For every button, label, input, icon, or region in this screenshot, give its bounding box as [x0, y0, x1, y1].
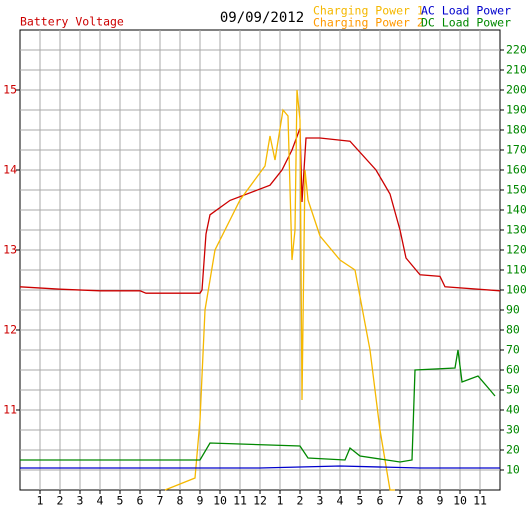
y-tick-label: 15: [3, 83, 17, 97]
x-tick-label: 4: [337, 494, 344, 508]
y2-tick-label: 110: [506, 263, 527, 277]
y2-tick-label: 30: [506, 423, 520, 437]
x-tick-label: 7: [397, 494, 404, 508]
y-tick-label: 14: [3, 163, 17, 177]
x-tick-label: 6: [377, 494, 384, 508]
y2-tick-label: 120: [506, 243, 527, 257]
y2-tick-label: 200: [506, 83, 527, 97]
y-tick-label: 12: [3, 323, 17, 337]
y2-tick-label: 90: [506, 303, 520, 317]
x-tick-label: 9: [197, 494, 204, 508]
y2-tick-label: 80: [506, 323, 520, 337]
x-tick-label: 5: [117, 494, 124, 508]
y-tick-label: 11: [3, 403, 17, 417]
y-tick-label: 13: [3, 243, 17, 257]
y2-tick-label: 10: [506, 463, 520, 477]
x-tick-label: 9: [437, 494, 444, 508]
legend-entry: Charging Power 2: [313, 16, 424, 30]
y2-tick-label: 20: [506, 443, 520, 457]
x-tick-label: 11: [233, 494, 247, 508]
series-line: [20, 349, 496, 463]
x-tick-label: 4: [97, 494, 104, 508]
y-axis-label: Battery Voltage: [20, 15, 124, 29]
y2-tick-label: 210: [506, 63, 527, 77]
x-tick-label: 6: [137, 494, 144, 508]
x-tick-label: 3: [77, 494, 84, 508]
series-line: [164, 89, 395, 491]
y2-tick-label: 130: [506, 223, 527, 237]
x-tick-label: 7: [157, 494, 164, 508]
legend-entry: AC Load Power: [421, 4, 511, 18]
x-tick-label: 10: [453, 494, 467, 508]
y2-tick-label: 220: [506, 43, 527, 57]
x-tick-label: 12: [253, 494, 267, 508]
x-tick-label: 1: [37, 494, 44, 508]
legend-entry: Charging Power 1: [313, 4, 424, 18]
series-line: [20, 465, 500, 469]
y2-tick-label: 150: [506, 183, 527, 197]
y2-tick-label: 180: [506, 123, 527, 137]
y2-tick-label: 100: [506, 283, 527, 297]
x-tick-label: 2: [57, 494, 64, 508]
y2-tick-label: 160: [506, 163, 527, 177]
y2-tick-label: 70: [506, 343, 520, 357]
y2-tick-label: 140: [506, 203, 527, 217]
chart-title: 09/09/2012: [220, 10, 304, 26]
x-tick-label: 5: [357, 494, 364, 508]
y2-tick-label: 170: [506, 143, 527, 157]
x-tick-label: 10: [213, 494, 227, 508]
y2-tick-label: 60: [506, 363, 520, 377]
x-tick-label: 8: [417, 494, 424, 508]
x-tick-label: 8: [177, 494, 184, 508]
x-tick-label: 11: [473, 494, 487, 508]
x-tick-label: 2: [297, 494, 304, 508]
x-tick-label: 3: [317, 494, 324, 508]
y2-tick-label: 50: [506, 383, 520, 397]
y2-tick-label: 40: [506, 403, 520, 417]
x-tick-label: 1: [277, 494, 284, 508]
legend-entry: DC Load Power: [421, 16, 511, 30]
y2-tick-label: 190: [506, 103, 527, 117]
